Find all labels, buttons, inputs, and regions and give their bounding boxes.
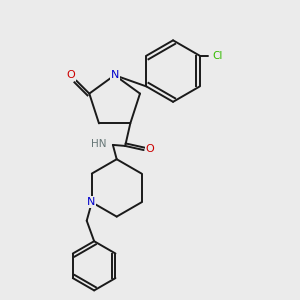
Text: N: N bbox=[110, 70, 119, 80]
Text: O: O bbox=[146, 144, 154, 154]
Text: HN: HN bbox=[91, 139, 107, 149]
Text: Cl: Cl bbox=[212, 51, 222, 61]
Text: N: N bbox=[87, 197, 95, 207]
Text: O: O bbox=[67, 70, 76, 80]
